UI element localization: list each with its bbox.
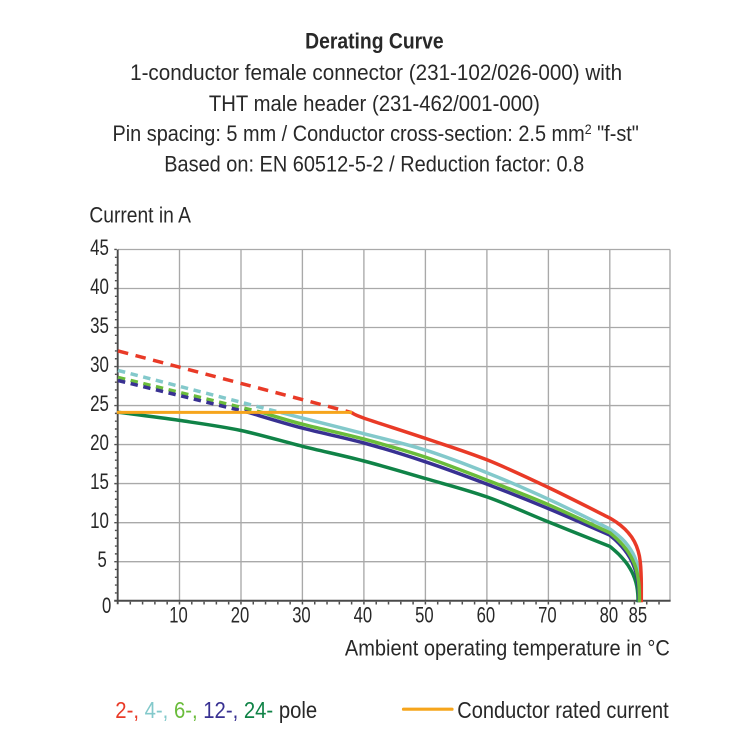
svg-text:40: 40 — [354, 603, 372, 628]
svg-text:30: 30 — [292, 603, 310, 628]
svg-text:85: 85 — [629, 603, 647, 628]
svg-text:35: 35 — [90, 314, 109, 339]
svg-text:80: 80 — [600, 603, 618, 628]
svg-text:0: 0 — [102, 594, 111, 619]
svg-text:30: 30 — [90, 353, 109, 378]
svg-text:1-conductor female connector (: 1-conductor female connector (231-102/02… — [130, 59, 622, 85]
svg-text:50: 50 — [415, 603, 433, 628]
svg-text:Based on: EN 60512-5-2 / Reduc: Based on: EN 60512-5-2 / Reduction facto… — [164, 151, 584, 176]
svg-text:40: 40 — [90, 275, 109, 300]
svg-text:20: 20 — [90, 431, 109, 456]
svg-text:15: 15 — [90, 470, 109, 495]
svg-text:2-, 4-, 6-, 12-, 24- pole: 2-, 4-, 6-, 12-, 24- pole — [115, 697, 317, 724]
svg-text:10: 10 — [90, 509, 109, 534]
svg-text:45: 45 — [90, 236, 109, 261]
svg-text:Pin spacing: 5 mm / Conductor: Pin spacing: 5 mm / Conductor cross-sect… — [112, 121, 638, 146]
svg-text:70: 70 — [538, 603, 556, 628]
svg-text:Conductor rated current: Conductor rated current — [457, 696, 668, 723]
svg-text:Current in A: Current in A — [89, 203, 191, 228]
svg-text:Ambient operating temperature: Ambient operating temperature in °C — [345, 635, 670, 660]
svg-text:Derating Curve: Derating Curve — [305, 29, 444, 54]
svg-text:60: 60 — [477, 603, 495, 628]
svg-text:10: 10 — [169, 603, 187, 628]
svg-text:5: 5 — [98, 548, 107, 573]
svg-text:20: 20 — [231, 603, 249, 628]
svg-text:25: 25 — [90, 392, 109, 417]
svg-text:THT male header (231-462/001-0: THT male header (231-462/001-000) — [209, 91, 540, 116]
